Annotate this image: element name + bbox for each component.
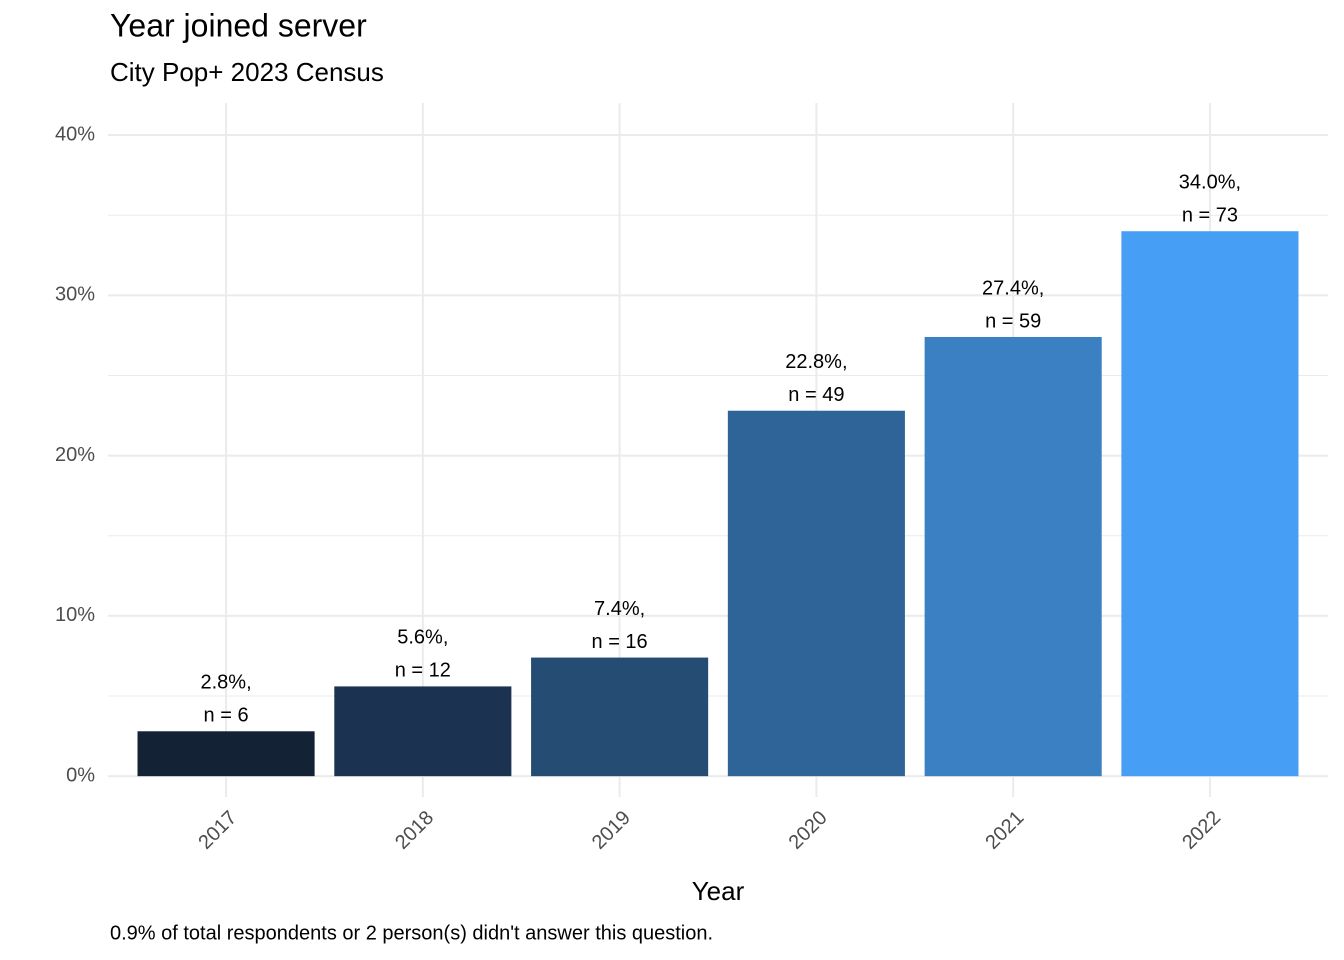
count-label: n = 6 bbox=[204, 705, 249, 727]
value-label: 22.8%, bbox=[785, 351, 847, 373]
bar bbox=[334, 686, 512, 777]
bar bbox=[924, 337, 1102, 777]
x-axis-title: Year bbox=[692, 876, 745, 906]
x-tick-label: 2020 bbox=[785, 807, 832, 854]
count-label: n = 59 bbox=[985, 310, 1041, 332]
value-label: 7.4%, bbox=[594, 598, 645, 620]
bar bbox=[1121, 231, 1299, 777]
y-tick-label: 0% bbox=[66, 764, 95, 786]
x-tick-label: 2021 bbox=[981, 807, 1028, 854]
count-label: n = 73 bbox=[1182, 205, 1238, 227]
chart-subtitle: City Pop+ 2023 Census bbox=[110, 57, 384, 87]
value-label: 2.8%, bbox=[200, 672, 251, 694]
value-label: 5.6%, bbox=[397, 627, 448, 649]
x-tick-label: 2017 bbox=[194, 807, 241, 854]
count-label: n = 12 bbox=[395, 660, 451, 682]
y-tick-label: 20% bbox=[55, 444, 95, 466]
caption: 0.9% of total respondents or 2 person(s)… bbox=[110, 922, 713, 944]
count-label: n = 16 bbox=[592, 631, 648, 653]
count-label: n = 49 bbox=[788, 384, 844, 406]
x-tick-label: 2019 bbox=[588, 807, 635, 854]
y-tick-label: 30% bbox=[55, 284, 95, 306]
value-label: 27.4%, bbox=[982, 277, 1044, 299]
x-tick-label: 2022 bbox=[1178, 807, 1225, 854]
y-tick-label: 40% bbox=[55, 123, 95, 145]
bar bbox=[727, 410, 905, 777]
y-tick-label: 10% bbox=[55, 604, 95, 626]
x-tick-label: 2018 bbox=[391, 807, 438, 854]
value-label: 34.0%, bbox=[1179, 172, 1241, 194]
chart-title: Year joined server bbox=[110, 7, 367, 43]
bar bbox=[531, 657, 709, 777]
bar bbox=[137, 731, 315, 777]
